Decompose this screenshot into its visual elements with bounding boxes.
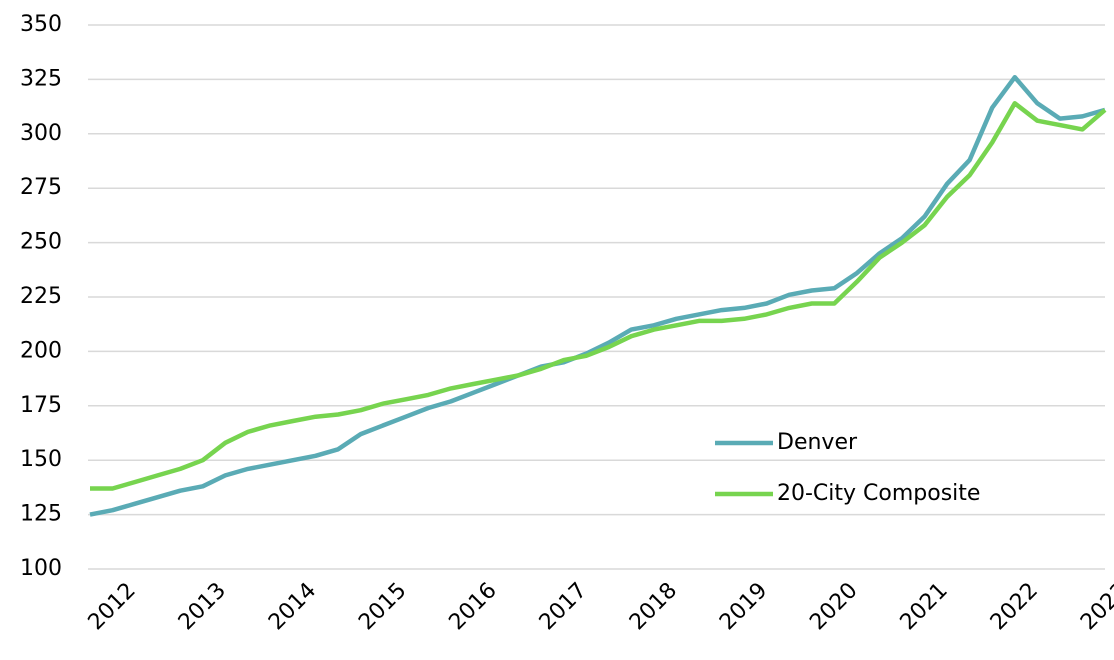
x-tick-label: 2021 [896,578,953,635]
x-tick-label: 2015 [354,578,411,635]
y-tick-label: 300 [20,121,62,146]
x-tick-label: 2017 [535,578,592,635]
x-tick-label: 2016 [444,578,501,635]
x-tick-label: 2020 [805,578,862,635]
y-tick-label: 350 [20,12,62,37]
x-tick-label: 2012 [84,578,141,635]
x-tick-label: 2018 [625,578,682,635]
data-line [90,101,1107,491]
y-tick-label: 275 [20,175,62,200]
y-tick-label: 225 [20,284,62,309]
y-tick-label: 250 [20,230,62,255]
x-tick-label: 2019 [715,578,772,635]
data-line [89,74,1106,517]
x-tick-label: 2023 [1076,578,1114,635]
y-tick-label: 125 [20,502,62,527]
legend-label: Denver [777,430,858,455]
x-tick-label: 2013 [174,578,231,635]
x-tick-label: 2014 [264,578,321,635]
legend-label: 20-City Composite [777,481,980,506]
y-tick-label: 200 [20,338,62,363]
y-tick-label: 325 [20,66,62,91]
x-tick-label: 2022 [986,578,1043,635]
y-tick-label: 175 [20,393,62,418]
y-tick-label: 150 [20,447,62,472]
y-tick-label: 100 [20,556,62,581]
